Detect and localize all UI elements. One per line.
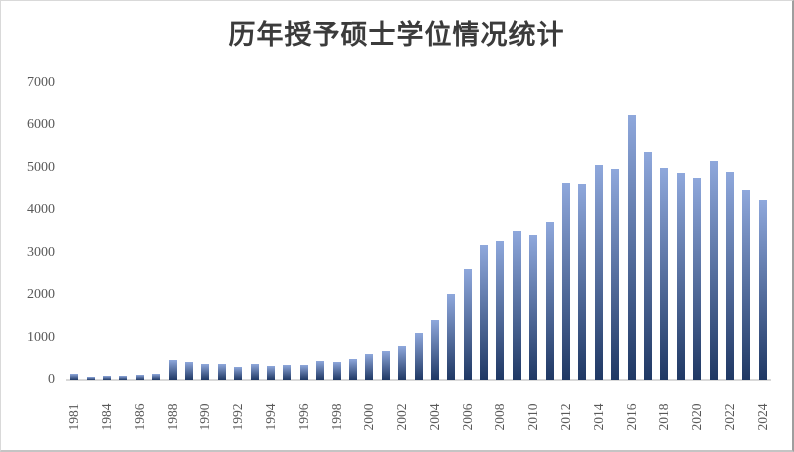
bar — [480, 245, 488, 380]
y-axis-tick-label: 3000 — [27, 245, 55, 260]
bar — [464, 269, 472, 380]
bar — [119, 376, 127, 380]
bar — [431, 320, 439, 380]
bar — [529, 235, 537, 380]
x-axis-tick-label: 1994 — [263, 403, 278, 431]
bar — [546, 222, 554, 380]
bar — [644, 152, 652, 380]
bar — [349, 359, 357, 380]
x-axis-tick-label: 1986 — [132, 403, 147, 431]
bar — [710, 161, 718, 380]
bar — [87, 377, 95, 380]
y-axis-tick-label: 7000 — [27, 75, 55, 90]
bar — [660, 168, 668, 380]
bar — [234, 367, 242, 380]
bar — [185, 362, 193, 380]
bar — [365, 354, 373, 380]
bar — [267, 366, 275, 380]
bar — [628, 115, 636, 380]
y-axis-tick-label: 5000 — [27, 160, 55, 175]
bar — [562, 183, 570, 380]
x-axis-tick-label: 2008 — [492, 403, 507, 431]
x-axis-tick-label: 1990 — [197, 403, 212, 431]
y-axis-tick-label: 1000 — [27, 330, 55, 345]
bar — [496, 241, 504, 380]
bar — [398, 346, 406, 380]
bar — [70, 374, 78, 380]
x-axis-tick-label: 2006 — [460, 403, 475, 431]
bar — [447, 294, 455, 380]
bar — [677, 173, 685, 380]
bar — [169, 360, 177, 380]
x-axis-tick-label: 1984 — [99, 403, 114, 431]
bar — [333, 362, 341, 380]
bar — [578, 184, 586, 380]
y-axis-tick-label: 0 — [48, 372, 55, 387]
chart-title: 历年授予硕士学位情况统计 — [228, 20, 565, 50]
x-axis-tick-label: 2010 — [525, 403, 540, 431]
x-axis-tick-label: 2024 — [755, 403, 770, 431]
bar — [742, 190, 750, 380]
x-axis-tick-label: 2002 — [394, 403, 409, 431]
bar — [316, 361, 324, 380]
bar — [611, 169, 619, 380]
x-axis-tick-label: 1992 — [230, 403, 245, 431]
x-axis-tick-label: 2018 — [656, 403, 671, 431]
bar — [152, 374, 160, 380]
x-axis-tick-label: 2004 — [427, 403, 442, 431]
y-axis-tick-label: 6000 — [27, 117, 55, 132]
bar — [382, 351, 390, 380]
x-axis-tick-label: 2020 — [689, 403, 704, 431]
bar — [201, 364, 209, 380]
x-axis-tick-label: 2016 — [624, 403, 639, 431]
x-axis-tick-label: 2012 — [558, 403, 573, 431]
bar — [693, 178, 701, 380]
bar — [759, 200, 767, 380]
x-axis-tick-label: 2014 — [591, 403, 606, 431]
x-axis-tick-label: 1981 — [66, 403, 81, 431]
bar — [283, 365, 291, 380]
bar — [726, 172, 734, 380]
bar — [218, 364, 226, 380]
bar — [300, 365, 308, 380]
x-axis-tick-label: 1996 — [296, 403, 311, 431]
bar — [136, 375, 144, 380]
x-axis-tick-label: 1988 — [165, 403, 180, 431]
y-axis-tick-label: 4000 — [27, 202, 55, 217]
bar — [595, 165, 603, 380]
bar — [103, 376, 111, 380]
bar — [415, 333, 423, 380]
x-axis-line — [66, 379, 771, 381]
y-axis-tick-label: 2000 — [27, 287, 55, 302]
x-axis-tick-label: 2022 — [722, 403, 737, 431]
bar — [251, 364, 259, 380]
x-axis-tick-label: 1998 — [329, 403, 344, 431]
bar — [513, 231, 521, 380]
x-axis-tick-label: 2000 — [361, 403, 376, 431]
